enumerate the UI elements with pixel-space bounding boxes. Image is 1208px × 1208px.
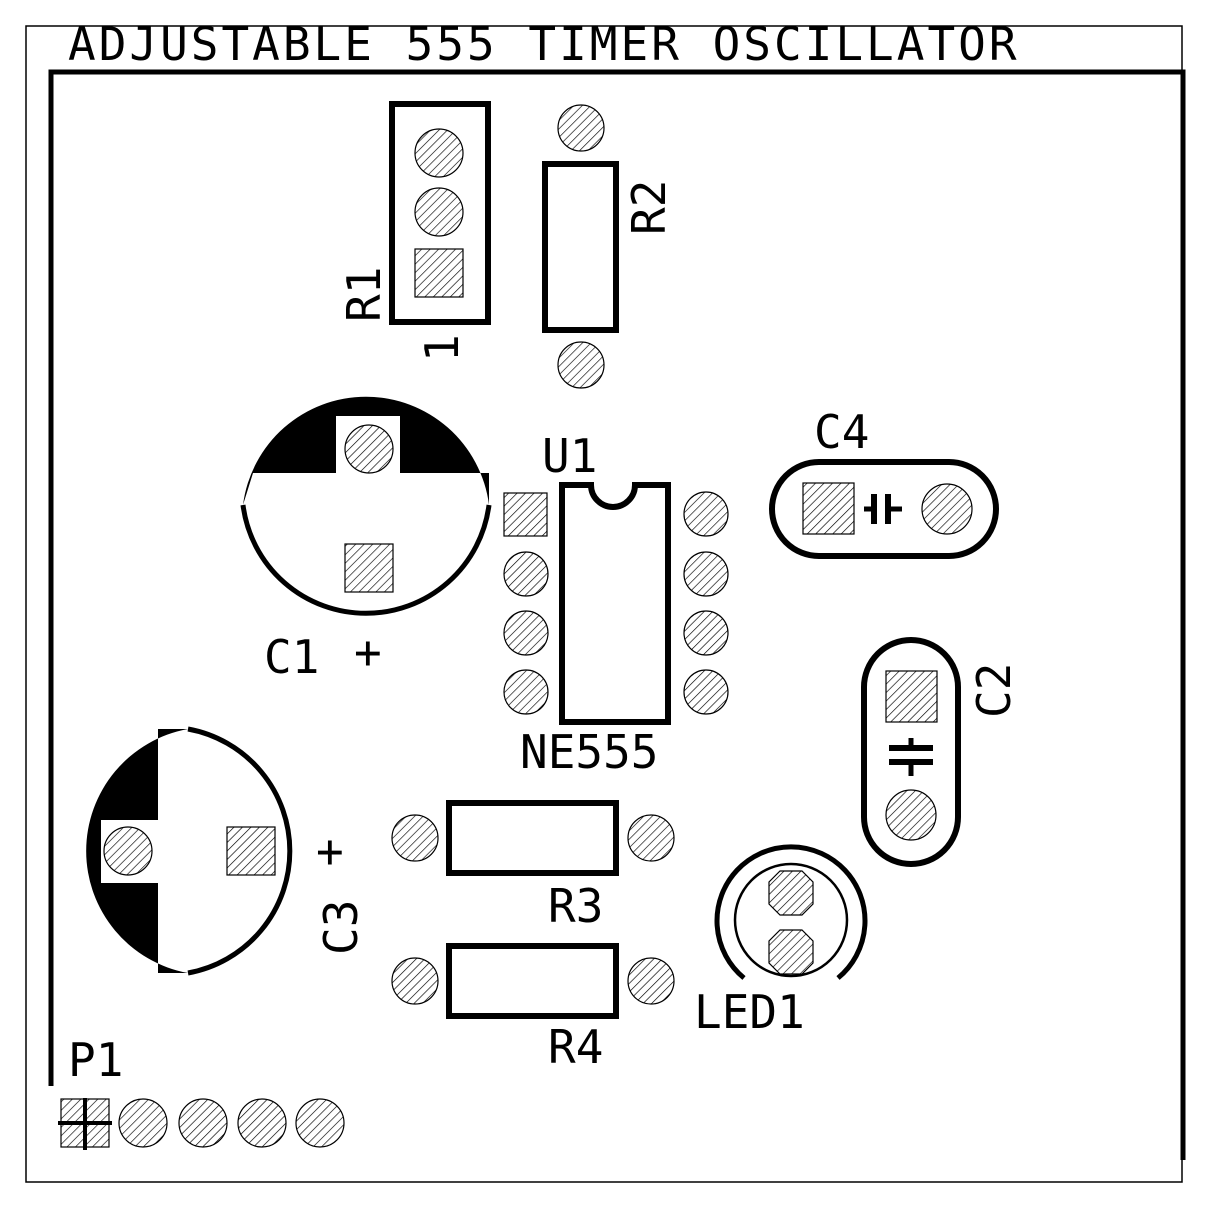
- r1-pad-2: [414, 187, 464, 237]
- board-title: ADJUSTABLE 555 TIMER OSCILLATOR: [68, 17, 1020, 71]
- r3-resistor: [391, 800, 675, 876]
- r1-pad-3: [414, 128, 464, 178]
- p1-header: [58, 1098, 345, 1150]
- r1-pin1-label: 1: [415, 334, 469, 362]
- c3-polarity: +: [316, 824, 344, 878]
- c2-capacitor: [861, 637, 961, 867]
- led1: [714, 844, 868, 980]
- c4-label: C4: [814, 405, 869, 459]
- page-frame: [25, 25, 1183, 1183]
- u1-label: U1: [542, 429, 597, 483]
- r1-label: R1: [337, 267, 391, 322]
- c3-capacitor: [86, 726, 293, 976]
- r1-pad-1: [414, 248, 464, 298]
- r1-trimmer: [389, 101, 491, 325]
- led1-label: LED1: [694, 985, 805, 1039]
- c1-polarity: +: [354, 625, 382, 679]
- p1-label: P1: [68, 1033, 123, 1087]
- c1-capacitor: [240, 396, 492, 616]
- c3-label: C3: [314, 900, 368, 955]
- r3-label: R3: [548, 879, 603, 933]
- c4-capacitor: [769, 459, 999, 559]
- c1-label: C1: [264, 630, 319, 684]
- c2-label: C2: [967, 663, 1021, 718]
- r2-resistor: [542, 104, 619, 389]
- board-outline: [48, 69, 1186, 1160]
- r4-resistor: [391, 943, 675, 1019]
- r4-label: R4: [548, 1020, 603, 1074]
- r2-label: R2: [622, 180, 676, 235]
- u1-ic: [503, 482, 729, 725]
- u1-value: NE555: [520, 725, 658, 779]
